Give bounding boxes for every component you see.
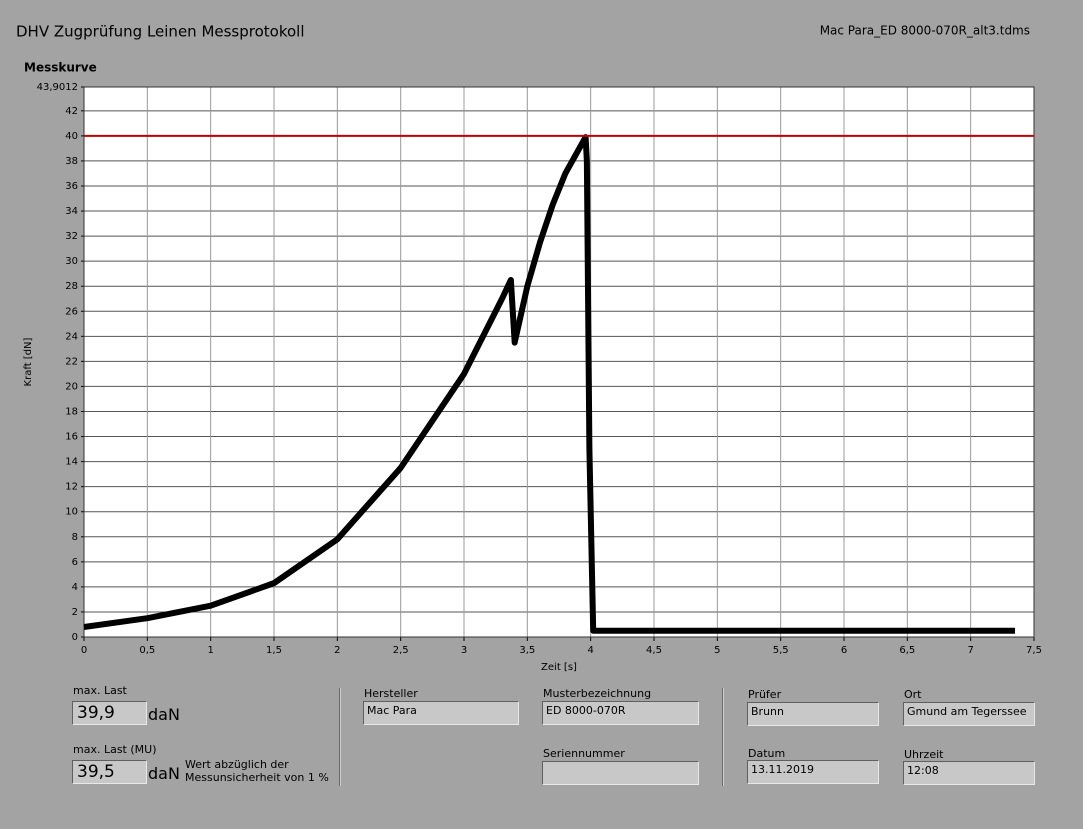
- text-field: Mac Para: [363, 701, 519, 725]
- y-tick-label: 38: [65, 156, 78, 167]
- note: Wert abzüglich der Messunsicherheit von …: [185, 758, 329, 784]
- y-tick-label: 30: [65, 256, 78, 267]
- plot-border: [83, 86, 1035, 638]
- x-tick-label: 2: [334, 645, 340, 656]
- x-tick-label: 1,5: [266, 645, 282, 656]
- label: Uhrzeit: [904, 748, 944, 761]
- x-tick-label: 6: [841, 645, 847, 656]
- text-field: Brunn: [747, 702, 879, 726]
- y-tick-label: 18: [65, 406, 78, 417]
- y-tick-label: 24: [65, 331, 78, 342]
- x-tick-label: 5,5: [773, 645, 789, 656]
- text-field: Gmund am Tegerssee: [903, 702, 1035, 726]
- text-field: 12:08: [903, 761, 1035, 785]
- y-tick-label: 12: [65, 482, 78, 493]
- x-tick-label: 0: [81, 645, 87, 656]
- y-tick-label: 0: [72, 632, 78, 643]
- label: max. Last: [73, 684, 127, 697]
- y-tick-label: 16: [65, 432, 78, 443]
- value-field: 39,9: [72, 701, 147, 725]
- x-tick-label: 2,5: [393, 645, 409, 656]
- series-line: [83, 134, 1015, 634]
- x-tick-label: 3: [461, 645, 467, 656]
- y-tick-label: 2: [72, 607, 78, 618]
- x-tick-label: 4: [587, 645, 593, 656]
- separator: [339, 688, 341, 786]
- plot-area: [84, 87, 1034, 637]
- y-tick-label: 36: [65, 181, 78, 192]
- label: Ort: [904, 688, 922, 701]
- label: max. Last (MU): [73, 743, 157, 756]
- label: Datum: [748, 747, 786, 760]
- y-tick-label: 40: [65, 131, 78, 142]
- label: Prüfer: [748, 688, 782, 701]
- x-tick-label: 0,5: [139, 645, 155, 656]
- y-tick-label: 4: [72, 582, 78, 593]
- label: Hersteller: [364, 687, 418, 700]
- unit: daN: [148, 705, 180, 724]
- x-tick-label: 1: [207, 645, 213, 656]
- y-tick-label: 8: [72, 532, 78, 543]
- y-tick-label: 6: [72, 557, 78, 568]
- y-tick-label: 34: [65, 206, 78, 217]
- label: Seriennummer: [543, 747, 625, 760]
- x-tick-label: 7,5: [1026, 645, 1042, 656]
- y-tick-label: 42: [65, 106, 78, 117]
- x-tick-label: 4,5: [646, 645, 662, 656]
- chart: DHV Zugprüfung Leinen Messprotokoll Mac …: [16, 23, 1042, 674]
- x-tick-label: 5: [714, 645, 720, 656]
- y-tick-label: 22: [65, 356, 78, 367]
- file-name: Mac Para_ED 8000-070R_alt3.tdms: [820, 24, 1030, 38]
- y-tick-label: 32: [65, 231, 78, 242]
- y-tick-label: 43,9012: [37, 82, 78, 93]
- chart-title: Messkurve: [24, 61, 97, 75]
- value-field: 39,5: [72, 760, 147, 784]
- y-tick-label: 14: [65, 457, 78, 468]
- y-tick-label: 10: [65, 507, 78, 518]
- x-tick-label: 7: [967, 645, 973, 656]
- y-tick-label: 26: [65, 306, 78, 317]
- separator: [722, 688, 724, 786]
- x-tick-label: 3,5: [519, 645, 535, 656]
- y-tick-label: 28: [65, 281, 78, 292]
- window-title: DHV Zugprüfung Leinen Messprotokoll: [16, 23, 305, 41]
- label: Musterbezeichnung: [543, 687, 652, 700]
- text-field: [542, 761, 699, 785]
- y-axis-label: Kraft [dN]: [23, 337, 34, 386]
- text-field: 13.11.2019: [747, 760, 879, 784]
- x-tick-label: 6,5: [899, 645, 915, 656]
- x-axis-label: Zeit [s]: [541, 662, 577, 673]
- y-tick-label: 20: [65, 381, 78, 392]
- text-field: ED 8000-070R: [542, 701, 699, 725]
- unit: daN: [148, 764, 180, 783]
